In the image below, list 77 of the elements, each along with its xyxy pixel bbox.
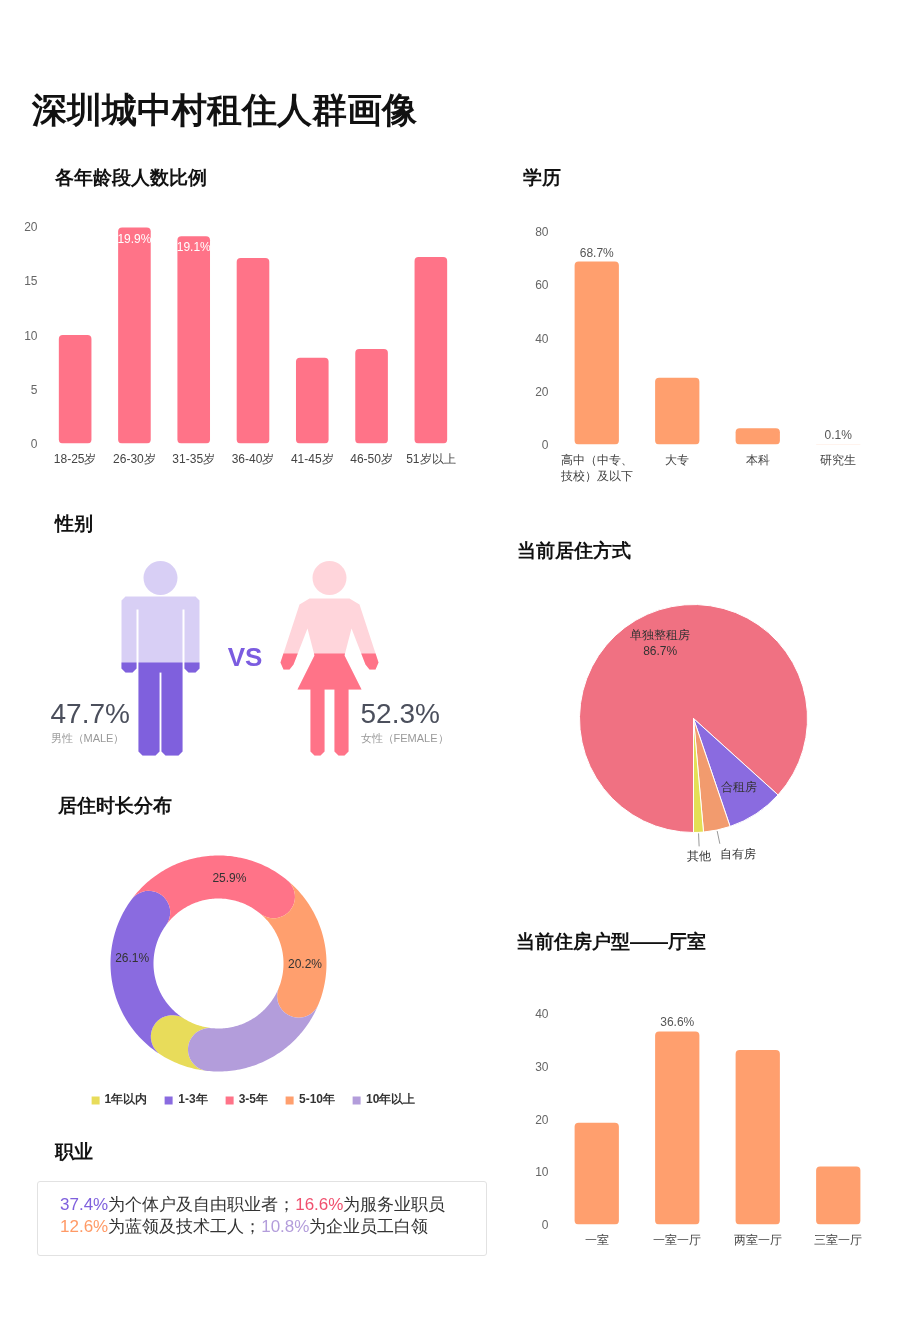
chart-title: 各年龄段人数比例 — [54, 166, 207, 189]
y-tick-label: 60 — [535, 278, 549, 293]
y-tick-label: 30 — [535, 1059, 549, 1074]
x-tick-label: 一室一厅 — [653, 1232, 702, 1247]
legend-label: 10年以上 — [366, 1091, 416, 1108]
bar — [414, 256, 448, 444]
category-label: 女性（FEMALE） — [360, 731, 449, 744]
chart-title: 学历 — [522, 166, 561, 189]
bar — [735, 428, 780, 445]
slice-label: 自有房 — [720, 846, 757, 861]
bar — [655, 1031, 700, 1225]
bar — [355, 349, 388, 444]
x-tick-label: 本科 — [745, 452, 770, 467]
bar — [816, 1166, 861, 1225]
data-label: 0.1% — [824, 428, 853, 443]
bar — [574, 261, 619, 445]
y-tick-label: 10 — [535, 1165, 549, 1180]
data-label: 47.7% — [50, 698, 130, 729]
y-tick-label: 80 — [535, 225, 549, 239]
y-tick-label: 20 — [535, 384, 549, 399]
legend-label: 5-10年 — [298, 1091, 336, 1108]
y-tick-label: 0 — [541, 1218, 549, 1232]
bar — [177, 236, 211, 444]
y-tick-label: 20 — [24, 220, 38, 234]
x-tick-label: 大专 — [665, 452, 690, 467]
bar — [735, 1049, 780, 1225]
slice-label: 合租房 — [720, 780, 757, 795]
legend-label: 3-5年 — [238, 1091, 268, 1108]
chart-title: 居住时长分布 — [57, 794, 172, 817]
data-label: 25.9% — [212, 870, 247, 885]
x-tick-label: 41-45岁 — [290, 451, 334, 466]
slice-label: 其他 — [687, 849, 712, 864]
y-tick-label: 20 — [535, 1112, 549, 1127]
x-tick-label: 研究生 — [820, 452, 857, 467]
y-tick-label: 10 — [24, 328, 38, 343]
category-label: 男性（MALE） — [50, 731, 125, 744]
text: 职业 — [53, 1140, 94, 1163]
data-label: 19.9% — [117, 231, 152, 246]
y-tick-label: 40 — [535, 1007, 549, 1021]
y-tick-label: 0 — [30, 437, 38, 451]
x-tick-label: 两室一厅 — [733, 1232, 782, 1247]
y-tick-label: 0 — [541, 438, 549, 452]
data-label: 26.1% — [115, 950, 150, 965]
x-tick-label: 18-25岁 — [53, 451, 97, 466]
text: 深圳城中村租住人群画像 — [31, 89, 417, 131]
y-tick-label: 5 — [30, 382, 38, 397]
x-tick-label: 51岁以上 — [406, 451, 456, 466]
bar — [655, 377, 700, 445]
x-tick-label: 26-30岁 — [113, 451, 156, 466]
x-tick-label: 31-35岁 — [172, 451, 216, 466]
chart-title: 当前住房户型——厅室 — [515, 930, 706, 953]
data-label: 52.3% — [360, 698, 440, 729]
x-tick-label: 46-50岁 — [350, 451, 393, 466]
data-label: 36.6% — [660, 1015, 695, 1030]
slice-label: 单独整租房 — [630, 628, 691, 643]
bar — [295, 357, 329, 444]
legend-label: 1-3年 — [178, 1091, 208, 1108]
x-tick-label: 高中（中专、技校）及以下 — [559, 452, 633, 484]
bar — [58, 335, 92, 444]
bar — [118, 227, 151, 444]
bar — [574, 1122, 619, 1225]
y-tick-label: 15 — [24, 274, 38, 289]
legend-label: 1年以内 — [104, 1091, 148, 1108]
data-label: 20.2% — [287, 956, 323, 971]
x-tick-label: 36-40岁 — [231, 451, 275, 466]
x-tick-label: 一室 — [584, 1232, 609, 1247]
data-label: 86.7% — [643, 644, 678, 659]
y-tick-label: 40 — [535, 331, 549, 346]
bar — [236, 257, 270, 444]
text: 性别 — [53, 512, 93, 535]
data-label: 68.7% — [579, 245, 615, 260]
data-label: 19.1% — [176, 240, 212, 255]
text: VS — [227, 641, 263, 672]
text: 37.4%为个体户及自由职业者；16.6%为服务业职员 — [60, 1195, 446, 1214]
text: 12.6%为蓝领及技术工人；10.8%为企业员工白领 — [60, 1217, 429, 1236]
chart-title: 当前居住方式 — [516, 539, 631, 562]
x-tick-label: 三室一厅 — [814, 1232, 863, 1247]
